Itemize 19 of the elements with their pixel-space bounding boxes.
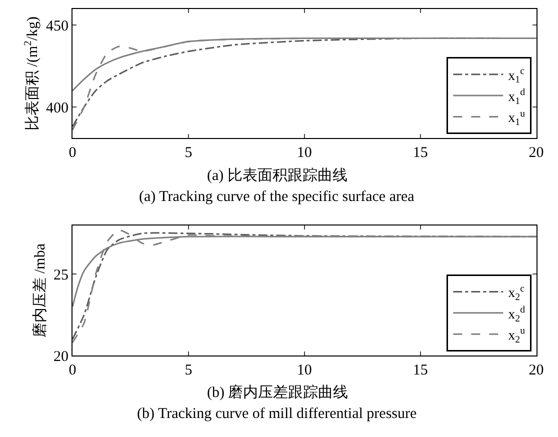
x-tick-label: 5 <box>184 362 192 379</box>
x-tick-label: 20 <box>528 145 544 162</box>
x-tick-label: 15 <box>412 145 428 162</box>
x-tick-label: 10 <box>296 145 312 162</box>
x-tick-label: 0 <box>68 362 76 379</box>
y-tick-label: 450 <box>46 18 68 34</box>
x-tick-label: 10 <box>296 362 312 379</box>
text: (a) 比表面积跟踪曲线 <box>207 167 348 184</box>
text: (b) 磨内压差跟踪曲线 <box>207 384 348 401</box>
y-axis-title: 磨内压差 /mba <box>32 243 49 338</box>
x-tick-label: 15 <box>412 362 428 379</box>
x-tick-label: 0 <box>68 145 76 162</box>
x-tick-label: 20 <box>528 362 544 379</box>
y-tick-label: 20 <box>53 348 68 365</box>
y-tick-label: 25 <box>53 267 68 284</box>
text: (a) Tracking curve of the specific surface area <box>139 189 415 205</box>
text: (b) Tracking curve of mill differential pressure <box>137 406 417 422</box>
x-tick-label: 5 <box>184 145 192 162</box>
y-tick-label: 400 <box>46 100 68 116</box>
